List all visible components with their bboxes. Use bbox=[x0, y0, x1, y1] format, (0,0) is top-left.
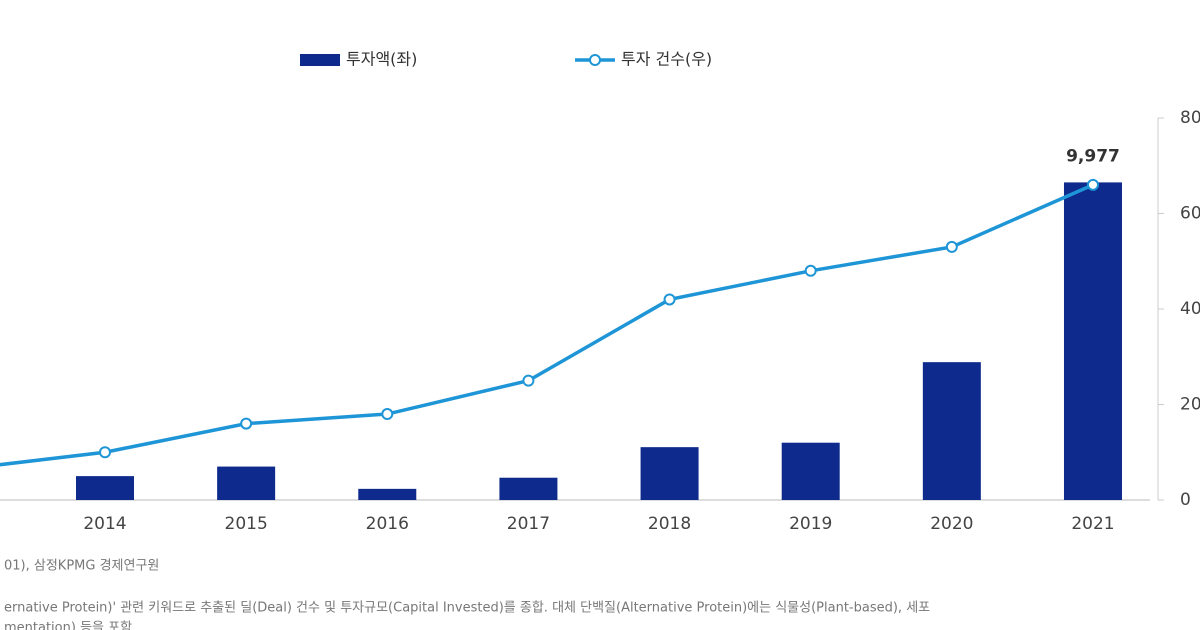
legend-label: 투자액(좌) bbox=[346, 50, 417, 69]
y2-tick-label: 800 bbox=[1180, 108, 1200, 128]
x-tick-label: 2014 bbox=[83, 514, 126, 534]
line-marker bbox=[804, 264, 817, 277]
line-marker bbox=[1086, 178, 1099, 191]
y2-tick-label: 0 bbox=[1180, 490, 1191, 510]
bar bbox=[499, 477, 558, 500]
bar bbox=[1063, 182, 1122, 500]
y2-tick-label: 600 bbox=[1180, 204, 1200, 224]
bar bbox=[640, 447, 699, 500]
data-label: 9,977 bbox=[1066, 146, 1120, 166]
footnote: mentation) 등을 포함 bbox=[4, 621, 132, 630]
bar bbox=[358, 488, 417, 500]
x-tick-label: 2017 bbox=[507, 514, 550, 534]
legend-swatch bbox=[300, 54, 340, 66]
bar bbox=[922, 362, 981, 500]
line-marker bbox=[945, 240, 958, 253]
line-marker bbox=[381, 408, 394, 421]
x-tick-label: 2021 bbox=[1071, 514, 1114, 534]
x-tick-label: 2015 bbox=[225, 514, 268, 534]
x-tick-label: 2016 bbox=[366, 514, 409, 534]
bar bbox=[781, 442, 840, 500]
legend-swatch bbox=[589, 54, 601, 66]
line-marker bbox=[240, 417, 253, 430]
x-tick-label: 2019 bbox=[789, 514, 832, 534]
legend-label: 투자 건수(우) bbox=[621, 50, 712, 69]
bar bbox=[76, 476, 134, 500]
x-tick-label: 2018 bbox=[648, 514, 691, 534]
y2-tick-label: 400 bbox=[1180, 299, 1200, 319]
line-marker bbox=[522, 374, 535, 387]
source-note: 01), 삼정KPMG 경제연구원 bbox=[4, 559, 159, 574]
y2-tick-label: 200 bbox=[1180, 395, 1200, 415]
line-marker bbox=[663, 293, 676, 306]
footnote: ernative Protein)' 관련 키워드로 추출된 딜(Deal) 건… bbox=[4, 601, 930, 616]
bar bbox=[217, 466, 276, 500]
x-tick-label: 2020 bbox=[930, 514, 973, 534]
line-marker bbox=[99, 446, 111, 459]
